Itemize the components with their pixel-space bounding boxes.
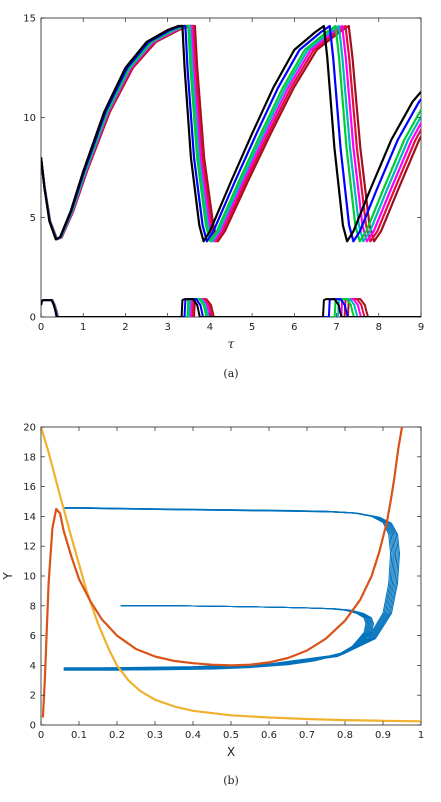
x-axis-label-a: τ — [228, 337, 235, 351]
series-a-upper-line — [41, 24, 421, 243]
panel-a-xtick-label: 4 — [207, 322, 213, 333]
panel-b: 0 0.1 0.2 0.3 0.4 0.5 0.6 0.7 0.8 0.9 102468101214… — [1, 423, 424, 788]
nullcline-orange-line — [41, 427, 404, 718]
panel-a-xtick-label: 2 — [122, 322, 128, 333]
panel-b-ytick-label: 4 — [30, 661, 36, 672]
ticks-a: 0 1 2 3 4 5 6 7 8 9 0 5 10 15 — [23, 14, 424, 334]
panel-b-ytick-label: 12 — [23, 542, 36, 553]
panel-b-xtick-label: 0.9 — [375, 730, 391, 741]
y-axis-label-b: Y — [1, 572, 15, 581]
panel-a-ytick-label: 15 — [23, 14, 36, 25]
nullcline-yellow-line — [41, 427, 421, 723]
panel-b-xtick-label: 0.8 — [337, 730, 353, 741]
panel-a-xtick-label: 1 — [80, 322, 86, 333]
panel-a-ytick-label: 5 — [30, 213, 36, 224]
panel-b-ytick-label: 14 — [23, 512, 36, 523]
caption-a: (a) — [223, 367, 238, 380]
panel-a-xtick-label: 7 — [333, 322, 339, 333]
panel-b-ytick-label: 18 — [23, 452, 36, 463]
panel-b-ytick-label: 8 — [30, 601, 36, 612]
panel-a-xtick-label: 9 — [418, 322, 424, 333]
plot-frame-b — [40, 426, 422, 726]
panel-b-xtick-label: 0.7 — [299, 730, 315, 741]
series-group-b — [41, 427, 421, 723]
panel-a-xtick-label: 6 — [291, 322, 297, 333]
panel-b-xtick-label: 0 — [38, 730, 44, 741]
ticks-b: 0 0.1 0.2 0.3 0.4 0.5 0.6 0.7 0.8 0.9 102468101214… — [23, 423, 424, 742]
panel-a-ytick-label: 0 — [30, 313, 36, 324]
panel-a-xtick-label: 0 — [38, 322, 44, 333]
panel-b-xtick-label: 1 — [418, 730, 424, 741]
panel-b-ytick-label: 2 — [30, 691, 36, 702]
panel-b-xtick-label: 0.4 — [185, 730, 201, 741]
panel-a: 0 1 2 3 4 5 6 7 8 9 0 5 10 15 τ (a) — [23, 14, 424, 381]
panel-b-ytick-label: 16 — [23, 482, 36, 493]
series-a-lower-line — [41, 298, 421, 317]
caption-b: (b) — [223, 774, 239, 787]
panel-b-ytick-label: 6 — [30, 631, 36, 642]
plot-frame-a — [40, 17, 422, 318]
panel-b-xtick-label: 0.2 — [109, 730, 125, 741]
panel-a-xtick-label: 5 — [249, 322, 255, 333]
trajectory-line — [63, 507, 401, 669]
panel-a-xtick-label: 8 — [376, 322, 382, 333]
panel-b-xtick-label: 0.3 — [147, 730, 163, 741]
panel-b-xtick-label: 0.6 — [261, 730, 277, 741]
series-group-a — [41, 24, 421, 317]
panel-a-ytick-label: 10 — [23, 113, 36, 124]
x-axis-label-b: X — [227, 745, 235, 759]
panel-b-ytick-label: 10 — [23, 572, 36, 583]
panel-a-xtick-label: 3 — [164, 322, 170, 333]
panel-b-xtick-label: 0.5 — [223, 730, 239, 741]
panel-b-ytick-label: 20 — [23, 423, 36, 434]
panel-b-ytick-label: 0 — [30, 721, 36, 732]
panel-b-xtick-label: 0.1 — [71, 730, 87, 741]
